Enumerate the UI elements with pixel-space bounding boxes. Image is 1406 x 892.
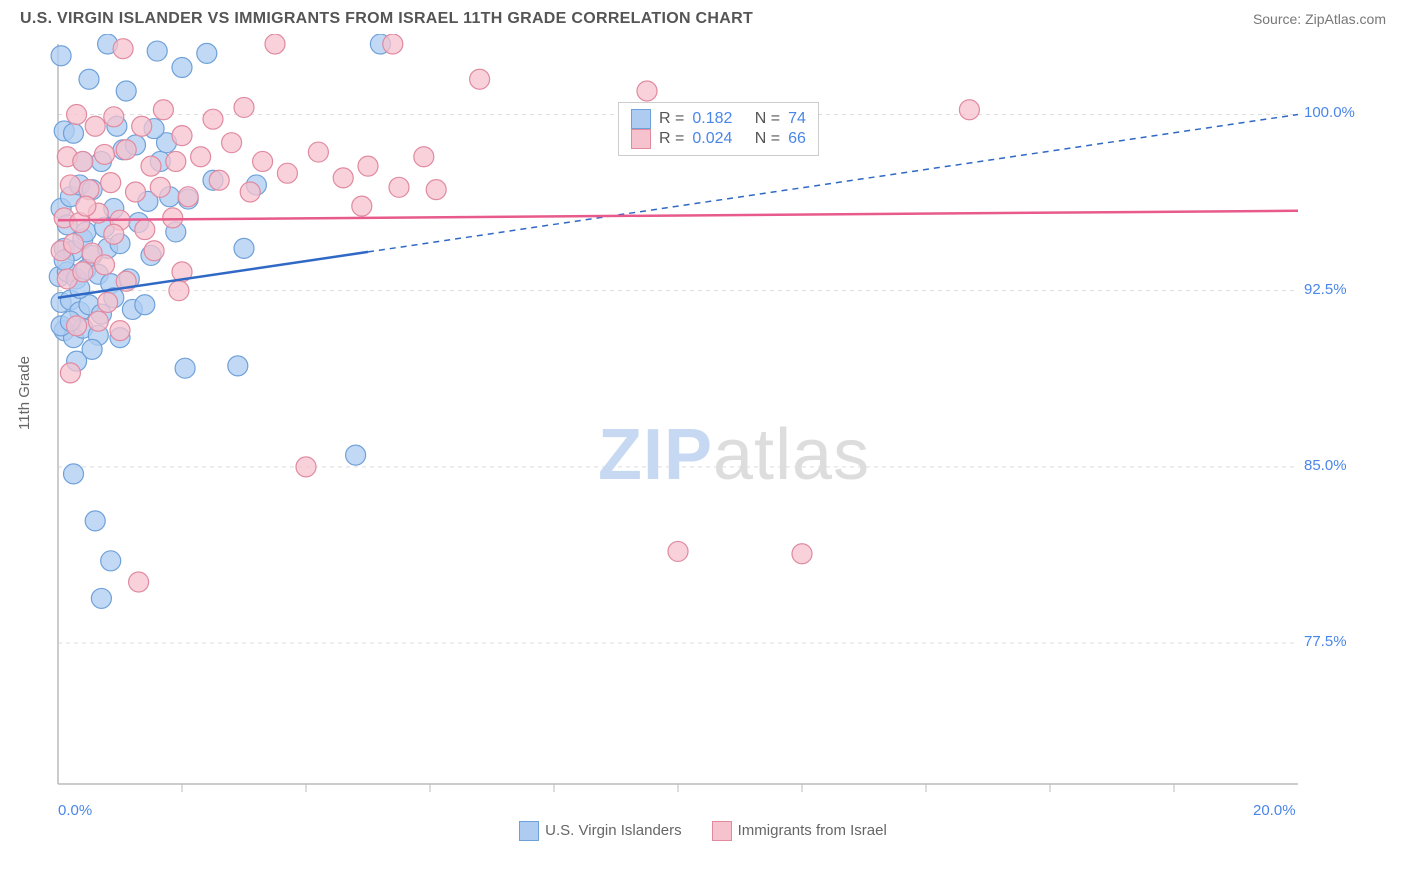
y-tick-label: 92.5% xyxy=(1304,281,1347,298)
swatch-usvi xyxy=(631,109,651,129)
legend: U.S. Virgin Islanders Immigrants from Isr… xyxy=(0,809,1406,841)
x-axis-end-label: 20.0% xyxy=(1253,802,1296,819)
legend-item-usvi: U.S. Virgin Islanders xyxy=(519,821,681,841)
swatch-israel xyxy=(631,129,651,149)
legend-item-israel: Immigrants from Israel xyxy=(712,821,887,841)
y-tick-label: 100.0% xyxy=(1304,104,1355,121)
scatter-plot: ZIPatlas R = 0.182 N = 74R = 0.024 N = 6… xyxy=(48,34,1386,809)
swatch-israel xyxy=(712,821,732,841)
stat-row-usvi: R = 0.182 N = 74 xyxy=(631,109,806,129)
y-tick-label: 77.5% xyxy=(1304,633,1347,650)
swatch-usvi xyxy=(519,821,539,841)
chart-title: U.S. VIRGIN ISLANDER VS IMMIGRANTS FROM … xyxy=(20,10,753,28)
correlation-stats-box: R = 0.182 N = 74R = 0.024 N = 66 xyxy=(618,102,819,156)
y-axis-label: 11th Grade xyxy=(16,356,33,430)
source-label: Source: ZipAtlas.com xyxy=(1253,11,1386,27)
stat-row-israel: R = 0.024 N = 66 xyxy=(631,129,806,149)
x-axis-end-label: 0.0% xyxy=(58,802,92,819)
y-tick-label: 85.0% xyxy=(1304,457,1347,474)
